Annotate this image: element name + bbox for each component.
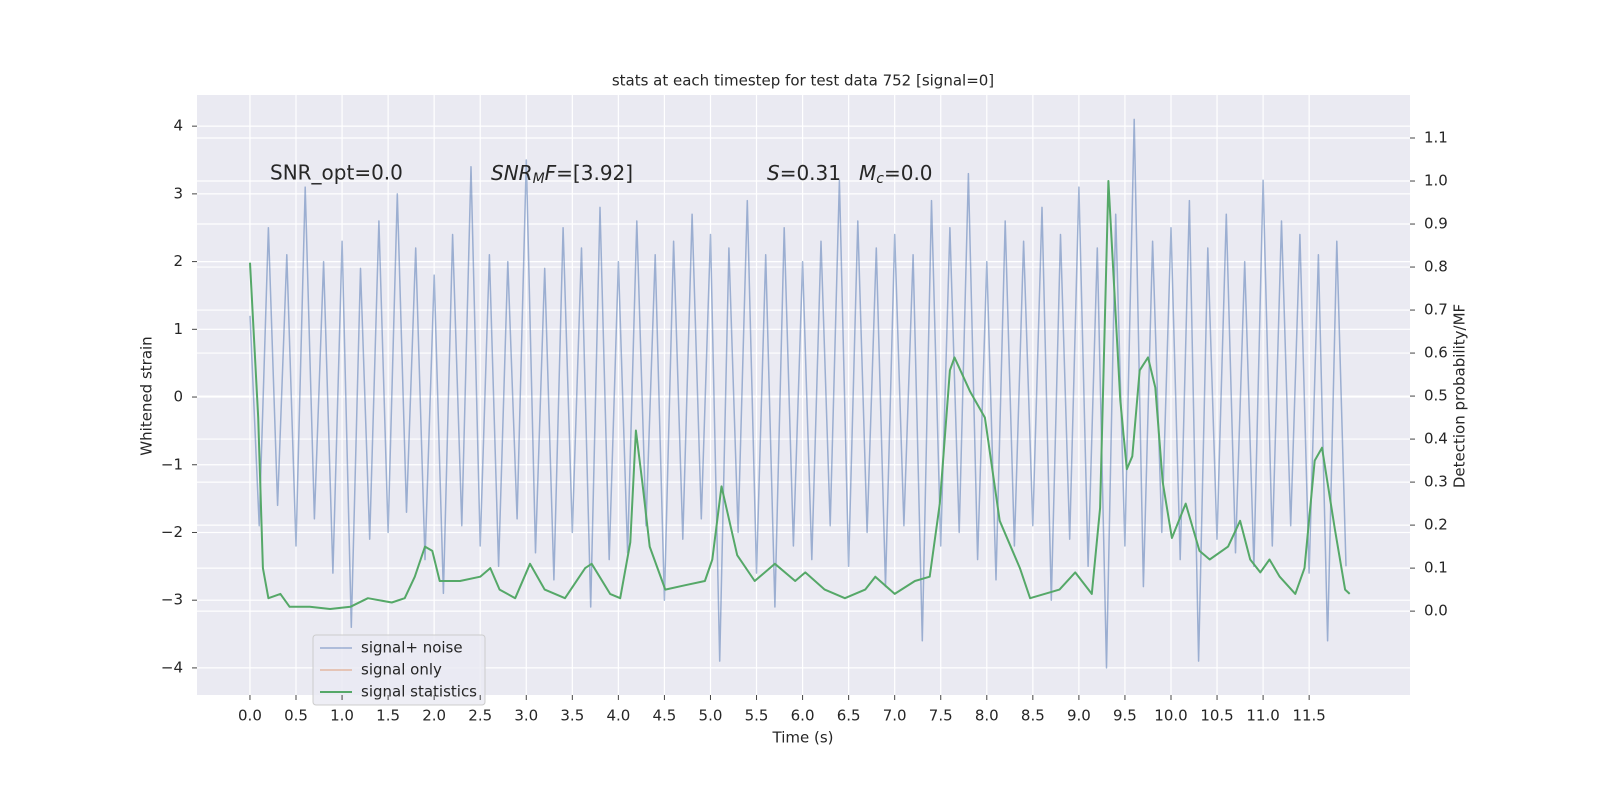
y2-tick-label: 0.3 <box>1424 473 1448 491</box>
y2-tick-label: 1.0 <box>1424 172 1448 190</box>
x-tick-label: 6.0 <box>791 707 815 725</box>
x-tick-label: 11.0 <box>1246 707 1279 725</box>
y-tick-label: 0 <box>173 388 183 406</box>
grid <box>197 95 1410 695</box>
x-tick-label: 5.5 <box>745 707 769 725</box>
y-tick-label: −1 <box>161 455 183 473</box>
annotation-part: =0.0 <box>884 161 933 185</box>
legend-box <box>312 634 486 706</box>
y-tick-label: 1 <box>173 320 183 338</box>
x-tick-label: 1.5 <box>376 707 400 725</box>
x-tick-label: 11.5 <box>1292 707 1325 725</box>
plot-area <box>197 95 1410 695</box>
annotation: S=0.31 <box>767 161 841 185</box>
annotation-part: S <box>767 161 780 185</box>
annotation: SNR_opt=0.0 <box>270 161 403 185</box>
annotation-part: c <box>876 171 884 187</box>
annotation-part: =[3.92] <box>556 161 633 185</box>
x-tick-label: 10.5 <box>1200 707 1233 725</box>
y2-tick-label: 0.6 <box>1424 344 1448 362</box>
legend: signal+ noise signal only signal statistic… <box>312 634 486 706</box>
x-tick-label: 2.0 <box>422 707 446 725</box>
chart-title: stats at each timestep for test data 752… <box>612 72 994 90</box>
x-tick-label: 2.5 <box>468 707 492 725</box>
x-tick-label: 8.0 <box>975 707 999 725</box>
x-axis-label: Time (s) <box>772 729 834 747</box>
y2-tick-label: 0.5 <box>1424 387 1448 405</box>
y2-tick-label: 0.2 <box>1424 516 1448 534</box>
x-tick-label: 8.5 <box>1021 707 1045 725</box>
y2-tick-label: 0.4 <box>1424 430 1448 448</box>
annotation-part: SNR <box>491 161 533 185</box>
y2-tick-label: 0.1 <box>1424 559 1448 577</box>
y2-axis-label: Detection probability/MF <box>1451 304 1469 488</box>
y2-tick-label: 0.7 <box>1424 301 1448 319</box>
legend-label: signal only <box>361 661 442 679</box>
annotation-part: =0.31 <box>780 161 841 185</box>
annotation: SNRMF=[3.92] <box>491 161 633 188</box>
series-line <box>249 180 1351 610</box>
y-tick-label: 2 <box>173 252 183 270</box>
y-tick-label: −4 <box>161 658 183 676</box>
marks <box>249 118 1351 669</box>
y2-tick-label: 0.0 <box>1424 602 1448 620</box>
x-tick-label: 1.0 <box>330 707 354 725</box>
annotation-part: M <box>859 161 876 185</box>
legend-label: signal statistics <box>361 683 477 701</box>
x-tick-label: 0.5 <box>284 707 308 725</box>
x-tick-label: 9.5 <box>1113 707 1137 725</box>
x-tick-label: 7.0 <box>883 707 907 725</box>
x-tick-label: 9.0 <box>1067 707 1091 725</box>
annotation-part: M <box>533 171 545 187</box>
y-tick-label: 3 <box>173 184 183 202</box>
x-tick-label: 4.0 <box>606 707 630 725</box>
y2-tick-label: 0.9 <box>1424 215 1448 233</box>
legend-label: signal+ noise <box>361 639 463 657</box>
x-tick-label: 3.0 <box>514 707 538 725</box>
y-tick-label: −3 <box>161 591 183 609</box>
x-tick-label: 4.5 <box>652 707 676 725</box>
y-axis-label: Whitened strain <box>138 336 156 455</box>
x-tick-label: 10.0 <box>1154 707 1187 725</box>
annotation-part: F <box>545 161 557 185</box>
y-tick-label: −2 <box>161 523 183 541</box>
y-tick-label: 4 <box>173 117 183 135</box>
x-tick-label: 5.0 <box>699 707 723 725</box>
x-tick-label: 3.5 <box>560 707 584 725</box>
annotation: Mc=0.0 <box>859 161 933 188</box>
x-tick-label: 7.5 <box>929 707 953 725</box>
y2-tick-label: 1.1 <box>1424 129 1448 147</box>
x-tick-label: 0.0 <box>238 707 262 725</box>
y2-tick-label: 0.8 <box>1424 258 1448 276</box>
x-tick-label: 6.5 <box>837 707 861 725</box>
